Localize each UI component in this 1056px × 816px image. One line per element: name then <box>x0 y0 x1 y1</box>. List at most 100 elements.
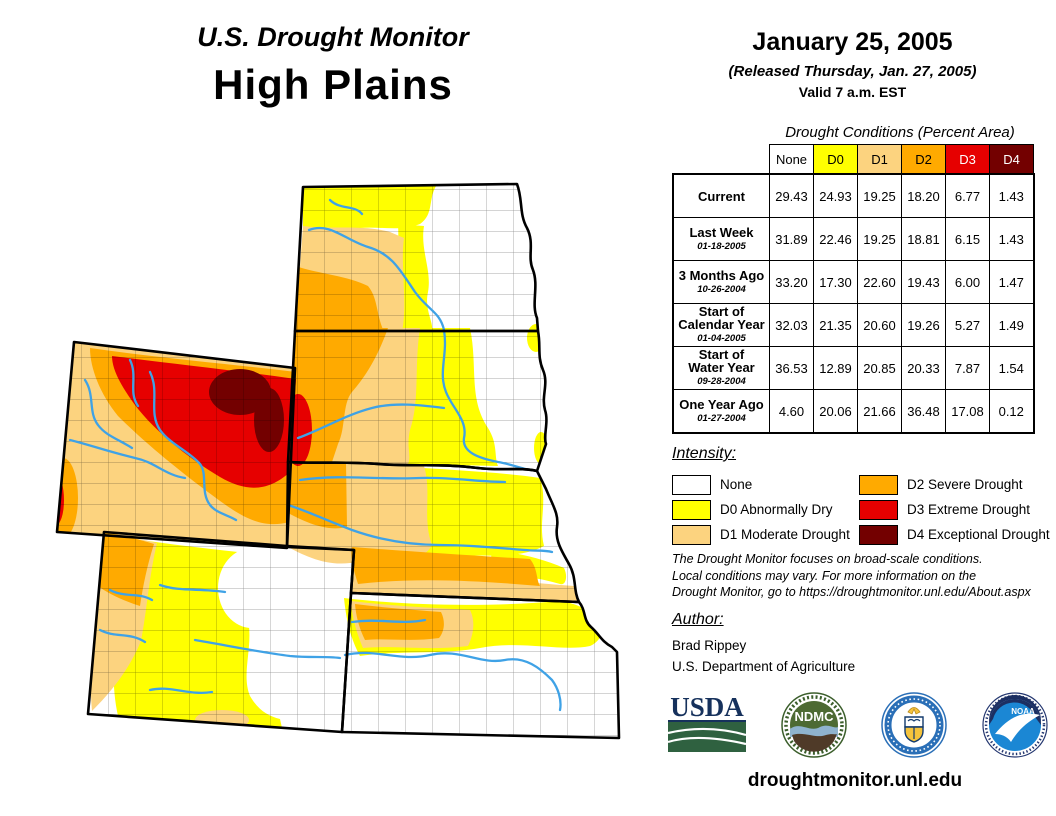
state-kansas <box>340 591 621 740</box>
percent-area-value: 1.47 <box>989 260 1034 304</box>
disclaimer: The Drought Monitor focuses on broad-sca… <box>672 552 1031 599</box>
percent-area-value: 20.33 <box>901 346 946 390</box>
table-corner-cell <box>673 145 770 175</box>
row-date: 10-26-2004 <box>697 283 746 295</box>
logo-row: USDA NDMC <box>667 692 1048 758</box>
percent-area-value: 12.89 <box>813 346 858 390</box>
table-row: Last Week 01-18-2005 31.89 22.46 19.25 18.81 6… <box>672 217 1034 261</box>
rivers <box>68 198 562 712</box>
percent-area-value: 18.20 <box>901 173 946 218</box>
percent-area-value: 1.43 <box>989 173 1034 218</box>
legend-item: D0 Abnormally Dry <box>672 497 859 522</box>
column-header-none: None <box>769 144 814 175</box>
legend-label: D0 Abnormally Dry <box>720 502 833 517</box>
percent-area-value: 31.89 <box>769 217 814 261</box>
percent-area-value: 5.27 <box>945 303 990 347</box>
percent-area-value: 19.25 <box>857 217 902 261</box>
percent-area-value: 36.48 <box>901 389 946 434</box>
noaa-wordmark: NOAA <box>1011 707 1035 716</box>
footer-url: droughtmonitor.unl.edu <box>747 770 963 791</box>
drought-shading <box>57 184 619 738</box>
row-label: Start of Water Year 09-28-2004 <box>672 346 770 390</box>
percent-area-value: 4.60 <box>769 389 814 434</box>
valid-time: Valid 7 a.m. EST <box>798 84 907 100</box>
percent-area-value: 24.93 <box>813 173 858 218</box>
usda-logo: USDA <box>667 693 747 757</box>
column-header-d0: D0 <box>813 144 858 175</box>
percent-area-value: 1.43 <box>989 217 1034 261</box>
percent-area-value: 19.26 <box>901 303 946 347</box>
row-date: 09-28-2004 <box>697 376 746 387</box>
percent-area-value: 22.60 <box>857 260 902 304</box>
legend-label: D1 Moderate Drought <box>720 527 850 542</box>
county-grid <box>57 184 619 738</box>
percent-area-value: 17.08 <box>945 389 990 434</box>
legend-swatch-none <box>672 474 711 495</box>
percent-area-value: 6.15 <box>945 217 990 261</box>
row-date: 01-27-2004 <box>697 412 746 424</box>
noaa-logo: NOAA <box>982 692 1048 758</box>
percent-area-value: 36.53 <box>769 346 814 390</box>
legend-heading: Intensity: <box>672 445 737 462</box>
percent-area-value: 17.30 <box>813 260 858 304</box>
percent-area-value: 19.43 <box>901 260 946 304</box>
high-plains-map <box>55 182 621 740</box>
table-row: Start of Calendar Year 01-04-2005 32.03 21.3… <box>672 303 1034 347</box>
legend-swatch-d3 <box>859 499 898 520</box>
percent-area-value: 21.35 <box>813 303 858 347</box>
map-date: January 25, 2005 <box>752 28 953 56</box>
usda-field-icon <box>667 721 747 752</box>
ndmc-wordmark: NDMC <box>794 709 834 724</box>
legend-label: None <box>720 477 753 492</box>
legend-label: D2 Severe Drought <box>907 477 1023 492</box>
row-date: 01-18-2005 <box>697 240 746 252</box>
row-label: Last Week 01-18-2005 <box>672 217 770 261</box>
percent-area-value: 7.87 <box>945 346 990 390</box>
legend-swatch-d0 <box>672 499 711 520</box>
author-block: Author: Brad Rippey U.S. Department of A… <box>672 611 855 674</box>
state-borders <box>55 182 621 740</box>
percent-area-value: 19.25 <box>857 173 902 218</box>
percent-area-value: 20.60 <box>857 303 902 347</box>
percent-area-value: 21.66 <box>857 389 902 434</box>
title-block: U.S. Drought Monitor High Plains <box>113 22 553 109</box>
author-org: U.S. Department of Agriculture <box>672 659 856 674</box>
percent-area-value: 1.49 <box>989 303 1034 347</box>
table-row: 3 Months Ago 10-26-2004 33.20 17.30 22.60 19.… <box>672 260 1034 304</box>
percent-area-value: 33.20 <box>769 260 814 304</box>
legend-label: D4 Exceptional Drought <box>907 527 1050 542</box>
column-header-d1: D1 <box>857 144 902 175</box>
percent-area-value: 0.12 <box>989 389 1034 434</box>
legend-swatch-d1 <box>672 524 711 545</box>
state-nebraska <box>285 460 581 604</box>
percent-area-value: 1.54 <box>989 346 1034 390</box>
drought-table-body: Current 29.43 24.93 19.25 18.20 6.77 1.43 Last … <box>672 173 1034 434</box>
state-north-dakota <box>293 182 540 333</box>
author-name: Brad Rippey <box>672 638 747 653</box>
percent-area-value: 32.03 <box>769 303 814 347</box>
release-date: (Released Thursday, Jan. 27, 2005) <box>728 63 977 80</box>
column-header-d4: D4 <box>989 144 1034 175</box>
legend-item: None <box>672 472 859 497</box>
drought-conditions-table: None D0 D1 D2 D3 D4 Current 29.43 24.93 19.25 18.… <box>672 144 1035 434</box>
commerce-seal <box>881 692 948 758</box>
row-label: Current <box>672 173 770 218</box>
percent-area-value: 22.46 <box>813 217 858 261</box>
table-row: Start of Water Year 09-28-2004 36.53 12.89 20… <box>672 346 1034 390</box>
row-label: One Year Ago 01-27-2004 <box>672 389 770 434</box>
date-block: January 25, 2005 (Released Thursday, Jan… <box>665 28 1040 100</box>
percent-area-value: 20.06 <box>813 389 858 434</box>
percent-area-value: 18.81 <box>901 217 946 261</box>
legend-item: D2 Severe Drought <box>859 472 1046 497</box>
legend-label: D3 Extreme Drought <box>907 502 1031 517</box>
legend-item: D1 Moderate Drought <box>672 522 859 547</box>
legend-swatch-d2 <box>859 474 898 495</box>
page-title: U.S. Drought Monitor <box>197 22 469 52</box>
table-caption: Drought Conditions (Percent Area) <box>785 124 1015 141</box>
legend-items: None D0 Abnormally Dry D1 Moderate Drought… <box>672 472 1050 547</box>
row-label: 3 Months Ago 10-26-2004 <box>672 260 770 304</box>
row-label: Start of Calendar Year 01-04-2005 <box>672 303 770 347</box>
usda-wordmark: USDA <box>668 693 746 722</box>
table-row: One Year Ago 01-27-2004 4.60 20.06 21.66 36.4… <box>672 389 1034 434</box>
